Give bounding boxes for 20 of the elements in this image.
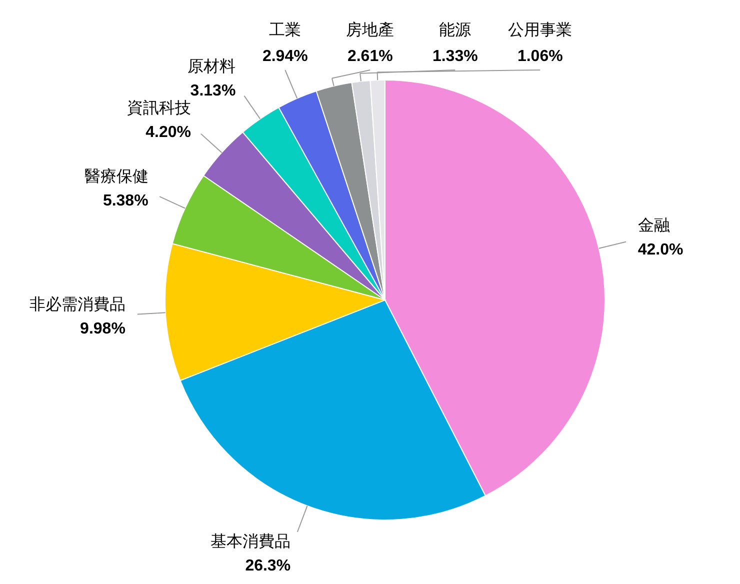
slice-label: 能源 — [439, 20, 472, 39]
slice-label: 醫療保健 — [84, 166, 148, 186]
slice-label: 資訊科技 — [126, 98, 191, 118]
slice-label: 基本消費品 — [210, 532, 291, 551]
data-label: 2.61% — [347, 48, 393, 65]
slice-label: 工業 — [269, 20, 302, 39]
data-label: 1.33% — [432, 48, 478, 65]
data-label: 2.94% — [262, 48, 308, 65]
data-label: 5.38% — [102, 192, 148, 210]
data-label: 1.06% — [517, 48, 563, 65]
data-label: 42.0% — [638, 242, 684, 259]
slice-label: 非必需消費品 — [29, 294, 126, 314]
data-label: 26.3% — [245, 558, 291, 575]
slice-label: 原材料 — [188, 56, 236, 76]
slice-label: 公用事業 — [508, 20, 572, 39]
data-label: 9.98% — [80, 320, 126, 338]
slice-label: 房地產 — [346, 20, 394, 39]
data-label: 4.20% — [146, 124, 191, 142]
slice-label: 金融 — [638, 216, 670, 235]
data-label: 3.13% — [190, 82, 236, 100]
